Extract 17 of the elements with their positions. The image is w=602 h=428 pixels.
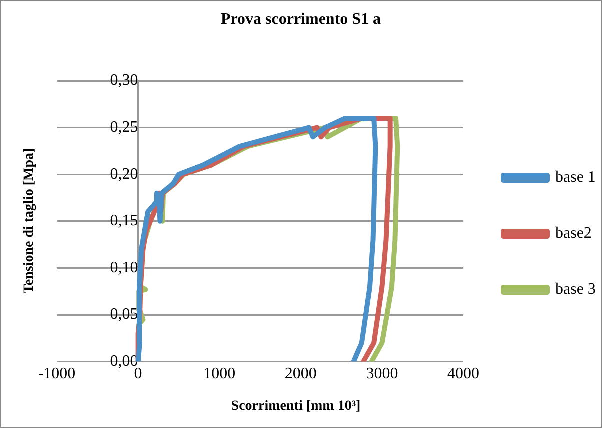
x-tick-label: 3000	[366, 366, 398, 383]
y-tick-label: 0,20	[110, 166, 138, 183]
x-tick-label: 0	[134, 366, 142, 383]
y-tick-label: 0,10	[110, 259, 138, 276]
legend-label: base 3	[556, 281, 596, 298]
y-tick-label: 0,30	[110, 72, 138, 90]
x-tick-label: 1000	[204, 366, 236, 383]
x-axis-title: Scorrimenti [mm 10³]	[230, 399, 362, 415]
y-tick-label: 0,15	[110, 212, 138, 230]
y-tick-label: 0,25	[110, 119, 138, 136]
x-tick-label: 2000	[284, 366, 317, 383]
y-axis-title: Tensione di taglio [Mpa]	[22, 148, 38, 294]
x-tick-label: -1000	[38, 366, 76, 383]
x-tick-label: 4000	[448, 366, 480, 383]
chart-title: Prova scorrimento S1 a	[220, 11, 382, 29]
legend-label: base2	[556, 225, 592, 242]
legend-label: base 1	[556, 169, 596, 186]
